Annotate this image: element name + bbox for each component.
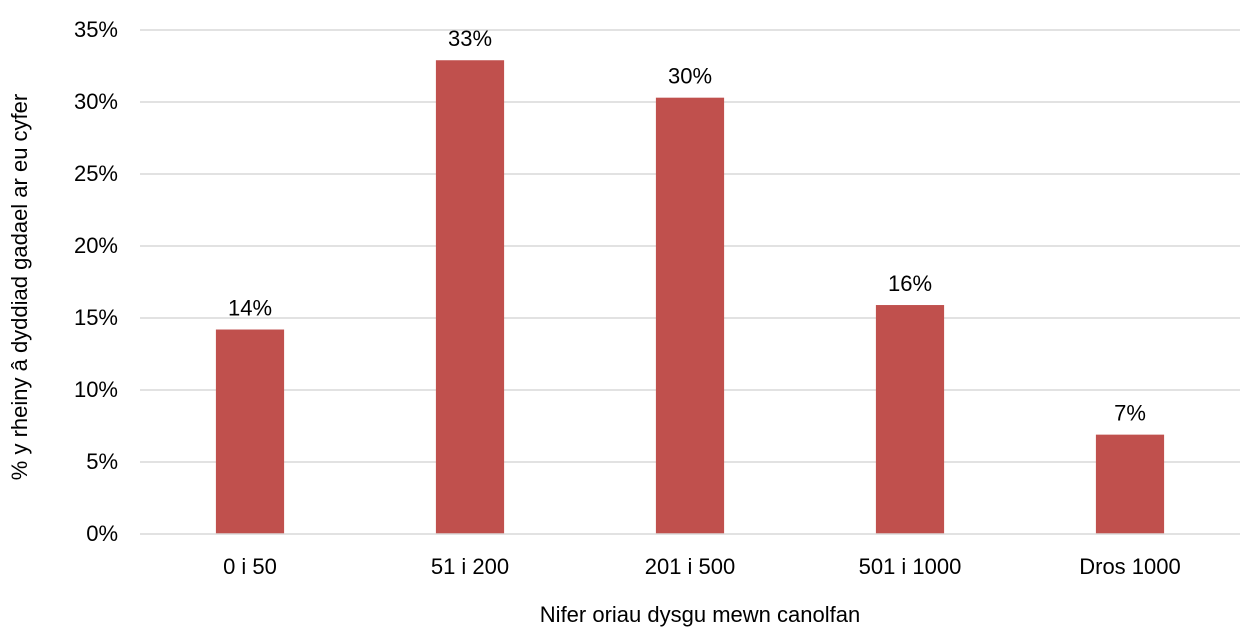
bar: [1095, 434, 1165, 534]
data-labels: 14% 33% 30% 16% 7%: [228, 26, 1146, 425]
y-axis-title: % y rheiny â dyddiad gadael ar eu cyfer: [7, 94, 32, 480]
y-tick-label: 15%: [74, 305, 118, 330]
bar: [655, 97, 725, 535]
x-axis-title: Nifer oriau dysgu mewn canolfan: [540, 602, 860, 627]
x-tick-label: 0 i 50: [223, 554, 277, 579]
x-axis-ticks: 0 i 50 51 i 200 201 i 500 501 i 1000 Dros 10…: [223, 554, 1181, 579]
x-tick-label: 501 i 1000: [859, 554, 962, 579]
y-tick-label: 10%: [74, 377, 118, 402]
x-tick-label: Dros 1000: [1079, 554, 1181, 579]
x-tick-label: 201 i 500: [645, 554, 736, 579]
bar-value-label: 7%: [1114, 401, 1146, 426]
y-tick-label: 0%: [86, 521, 118, 546]
y-tick-label: 35%: [74, 17, 118, 42]
bar: [875, 305, 945, 534]
y-tick-label: 5%: [86, 449, 118, 474]
y-tick-label: 20%: [74, 233, 118, 258]
bar-value-label: 16%: [888, 271, 932, 296]
y-tick-label: 30%: [74, 89, 118, 114]
bar-value-label: 33%: [448, 26, 492, 51]
bar: [435, 60, 505, 535]
bar-value-label: 14%: [228, 296, 272, 321]
x-tick-label: 51 i 200: [431, 554, 509, 579]
y-tick-label: 25%: [74, 161, 118, 186]
bar-value-label: 30%: [668, 64, 712, 89]
bar: [215, 329, 285, 534]
bars: [215, 60, 1165, 535]
y-axis-ticks: 0% 5% 10% 15% 20% 25% 30% 35%: [74, 17, 118, 546]
